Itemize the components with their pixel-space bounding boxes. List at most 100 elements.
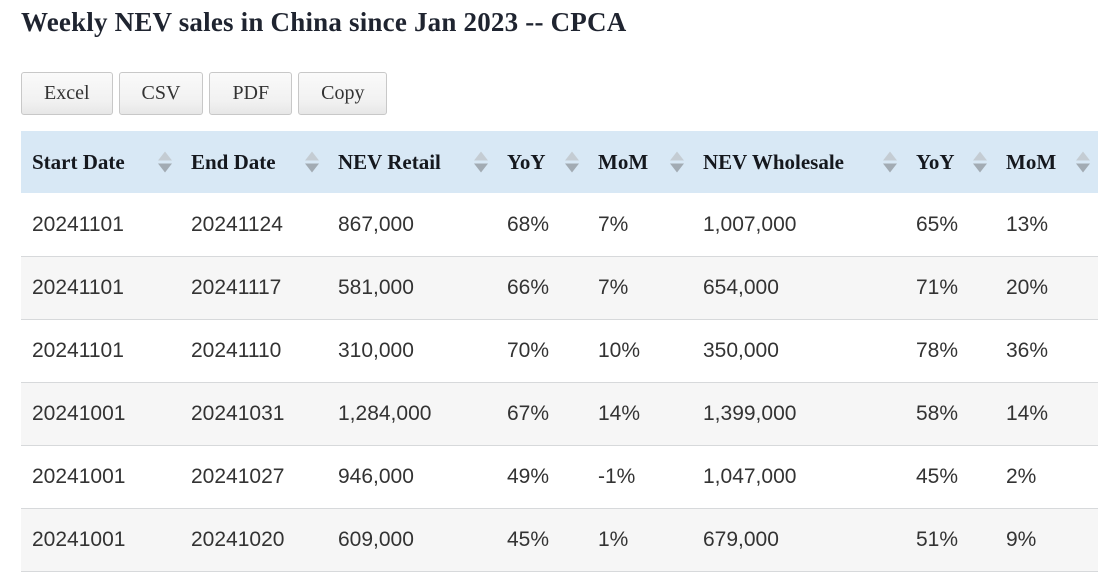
table-cell: 1% bbox=[587, 508, 692, 572]
column-header-mom-7[interactable]: MoM bbox=[995, 131, 1098, 194]
table-cell: 20241110 bbox=[180, 319, 327, 383]
table-row: 20241001 20241027 946,000 49% -1% 1,047,000 45… bbox=[21, 445, 1098, 509]
nev-sales-table: Start Date End Date NEV Retail YoY MoM NEV Wh… bbox=[21, 131, 1098, 572]
table-cell: 20% bbox=[995, 256, 1098, 320]
table-cell: 581,000 bbox=[327, 256, 496, 320]
sort-arrows-icon bbox=[1076, 151, 1090, 173]
content-area: Weekly NEV sales in China since Jan 2023… bbox=[21, 6, 1098, 572]
table-cell: 1,007,000 bbox=[692, 193, 905, 257]
table-cell: 867,000 bbox=[327, 193, 496, 257]
table-cell: 65% bbox=[905, 193, 995, 257]
csv-export-button[interactable]: CSV bbox=[118, 72, 204, 116]
table-cell: 679,000 bbox=[692, 508, 905, 572]
export-toolbar: Excel CSV PDF Copy bbox=[21, 72, 1098, 116]
table-cell: 14% bbox=[587, 382, 692, 446]
table-cell: 2% bbox=[995, 445, 1098, 509]
column-header-label: End Date bbox=[191, 149, 276, 174]
sort-arrows-icon bbox=[305, 151, 319, 173]
table-cell: 20241031 bbox=[180, 382, 327, 446]
table-row: 20241001 20241031 1,284,000 67% 14% 1,399,000… bbox=[21, 382, 1098, 446]
pdf-export-button[interactable]: PDF bbox=[209, 72, 293, 116]
sort-arrows-icon bbox=[883, 151, 897, 173]
table-cell: 58% bbox=[905, 382, 995, 446]
table-cell: 20241117 bbox=[180, 256, 327, 320]
sort-asc-icon bbox=[1076, 151, 1090, 161]
copy-export-button[interactable]: Copy bbox=[298, 72, 388, 116]
table-cell: 45% bbox=[496, 508, 587, 572]
column-header-label: NEV Wholesale bbox=[703, 149, 844, 174]
table-cell: 49% bbox=[496, 445, 587, 509]
sort-asc-icon bbox=[305, 151, 319, 161]
sort-desc-icon bbox=[565, 163, 579, 173]
table-cell: 14% bbox=[995, 382, 1098, 446]
table-body: 20241101 20241124 867,000 68% 7% 1,007,000 65%… bbox=[21, 193, 1098, 572]
table-cell: 36% bbox=[995, 319, 1098, 383]
sort-desc-icon bbox=[305, 163, 319, 173]
table-cell: 1,047,000 bbox=[692, 445, 905, 509]
column-header-yoy-6[interactable]: YoY bbox=[905, 131, 995, 194]
table-cell: 7% bbox=[587, 256, 692, 320]
table-cell: -1% bbox=[587, 445, 692, 509]
sort-asc-icon bbox=[158, 151, 172, 161]
sort-asc-icon bbox=[973, 151, 987, 161]
table-cell: 20241020 bbox=[180, 508, 327, 572]
column-header-label: YoY bbox=[916, 149, 955, 174]
column-header-end-date-1[interactable]: End Date bbox=[180, 131, 327, 194]
column-header-yoy-3[interactable]: YoY bbox=[496, 131, 587, 194]
page-title: Weekly NEV sales in China since Jan 2023… bbox=[21, 7, 627, 37]
sort-arrows-icon bbox=[973, 151, 987, 173]
table-cell: 1,399,000 bbox=[692, 382, 905, 446]
sort-asc-icon bbox=[565, 151, 579, 161]
table-cell: 654,000 bbox=[692, 256, 905, 320]
table-row: 20241001 20241020 609,000 45% 1% 679,000 51% 9% bbox=[21, 508, 1098, 572]
sort-asc-icon bbox=[474, 151, 488, 161]
table-cell: 20241001 bbox=[21, 508, 180, 572]
table-cell: 66% bbox=[496, 256, 587, 320]
table-cell: 609,000 bbox=[327, 508, 496, 572]
table-cell: 68% bbox=[496, 193, 587, 257]
table-cell: 20241027 bbox=[180, 445, 327, 509]
sort-desc-icon bbox=[1076, 163, 1090, 173]
column-header-label: MoM bbox=[1006, 149, 1057, 174]
sort-desc-icon bbox=[973, 163, 987, 173]
table-header-row: Start Date End Date NEV Retail YoY MoM NEV Wh… bbox=[21, 131, 1098, 194]
table-cell: 71% bbox=[905, 256, 995, 320]
sort-desc-icon bbox=[670, 163, 684, 173]
table-cell: 20241001 bbox=[21, 445, 180, 509]
table-cell: 13% bbox=[995, 193, 1098, 257]
column-header-label: NEV Retail bbox=[338, 149, 441, 174]
table-cell: 20241124 bbox=[180, 193, 327, 257]
sort-desc-icon bbox=[474, 163, 488, 173]
column-header-mom-4[interactable]: MoM bbox=[587, 131, 692, 194]
table-cell: 310,000 bbox=[327, 319, 496, 383]
column-header-start-date-0[interactable]: Start Date bbox=[21, 131, 180, 194]
table-cell: 20241001 bbox=[21, 382, 180, 446]
column-header-nev-retail-2[interactable]: NEV Retail bbox=[327, 131, 496, 194]
sort-asc-icon bbox=[670, 151, 684, 161]
column-header-label: MoM bbox=[598, 149, 649, 174]
table-cell: 1,284,000 bbox=[327, 382, 496, 446]
sort-asc-icon bbox=[883, 151, 897, 161]
table-cell: 51% bbox=[905, 508, 995, 572]
table-row: 20241101 20241110 310,000 70% 10% 350,000 78% 3… bbox=[21, 319, 1098, 383]
table-row: 20241101 20241117 581,000 66% 7% 654,000 71% 20… bbox=[21, 256, 1098, 320]
table-cell: 946,000 bbox=[327, 445, 496, 509]
sort-desc-icon bbox=[158, 163, 172, 173]
table-cell: 45% bbox=[905, 445, 995, 509]
table-cell: 70% bbox=[496, 319, 587, 383]
table-cell: 20241101 bbox=[21, 319, 180, 383]
sort-desc-icon bbox=[883, 163, 897, 173]
excel-export-button[interactable]: Excel bbox=[21, 72, 113, 116]
column-header-nev-wholesale-5[interactable]: NEV Wholesale bbox=[692, 131, 905, 194]
column-header-label: YoY bbox=[507, 149, 546, 174]
sort-arrows-icon bbox=[474, 151, 488, 173]
table-cell: 7% bbox=[587, 193, 692, 257]
table-cell: 78% bbox=[905, 319, 995, 383]
table-cell: 9% bbox=[995, 508, 1098, 572]
table-cell: 10% bbox=[587, 319, 692, 383]
sort-arrows-icon bbox=[565, 151, 579, 173]
table-cell: 67% bbox=[496, 382, 587, 446]
sort-arrows-icon bbox=[158, 151, 172, 173]
table-cell: 20241101 bbox=[21, 193, 180, 257]
